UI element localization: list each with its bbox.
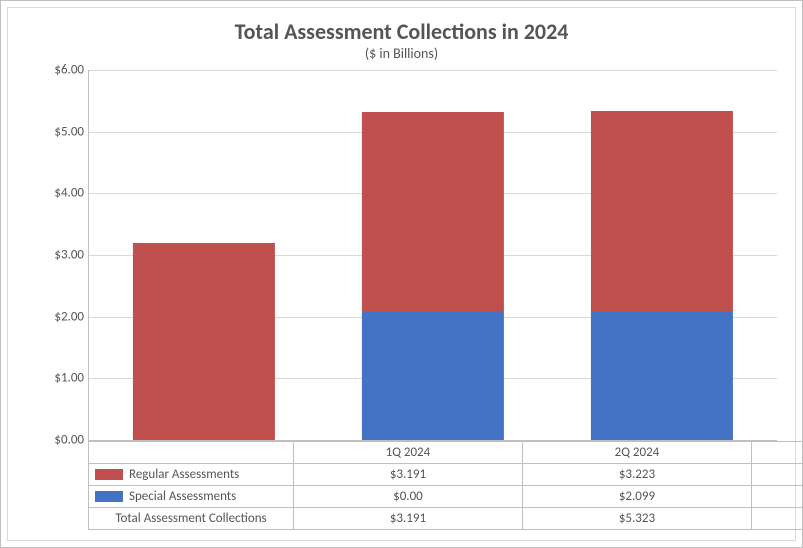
table-header-cell: 3Q 2024 <box>751 442 803 464</box>
chart-title: Total Assessment Collections in 2024 <box>26 18 777 45</box>
y-tick-label: $1.00 <box>54 371 84 386</box>
legend-label: Special Assessments <box>129 489 236 504</box>
table-value-cell: $3.240 <box>751 464 803 486</box>
legend-swatch <box>95 469 123 480</box>
chart-card: Total Assessment Collections in 2024 ($ … <box>7 7 796 541</box>
bar-segment <box>362 311 504 440</box>
table-total-cell: $5.323 <box>522 508 751 530</box>
y-tick-label: $5.00 <box>54 124 84 139</box>
bar-segment <box>591 111 733 311</box>
legend-cell: Special Assessments <box>89 486 294 508</box>
legend-label: Regular Assessments <box>129 467 239 482</box>
stacked-bar <box>362 112 504 440</box>
table-header-blank <box>89 442 294 464</box>
y-tick-label: $6.00 <box>54 63 84 78</box>
legend-total-label: Total Assessment Collections <box>89 508 294 530</box>
table-header-cell: 1Q 2024 <box>293 442 522 464</box>
bar-segment <box>362 112 504 311</box>
table-value-cell: $3.191 <box>293 464 522 486</box>
table-header-cell: 2Q 2024 <box>522 442 751 464</box>
bar-segment <box>591 311 733 440</box>
table-total-cell: $3.191 <box>293 508 522 530</box>
legend-cell: Regular Assessments <box>89 464 294 486</box>
bar-segment <box>133 243 275 440</box>
chart-outer-border: Total Assessment Collections in 2024 ($ … <box>0 0 803 548</box>
bar-cell <box>318 70 547 440</box>
chart-area: $0.00$1.00$2.00$3.00$4.00$5.00$6.00 <box>26 70 777 441</box>
chart-subtitle: ($ in Billions) <box>26 45 777 62</box>
table-value-cell: $0.00 <box>293 486 522 508</box>
plot-area <box>88 70 777 441</box>
table-value-cell: $3.223 <box>522 464 751 486</box>
bar-cell <box>548 70 777 440</box>
table-value-cell: $2.100 <box>751 486 803 508</box>
table-header-row: 1Q 20242Q 20243Q 2024 <box>89 442 803 464</box>
table-total-row: Total Assessment Collections$3.191$5.323… <box>89 508 803 530</box>
bars-container <box>89 70 777 440</box>
bar-cell <box>89 70 318 440</box>
y-tick-label: $4.00 <box>54 186 84 201</box>
y-axis: $0.00$1.00$2.00$3.00$4.00$5.00$6.00 <box>26 70 88 441</box>
y-tick-label: $3.00 <box>54 248 84 263</box>
legend-swatch <box>95 491 123 502</box>
stacked-bar <box>591 111 733 440</box>
data-table: 1Q 20242Q 20243Q 2024Regular Assessments… <box>88 441 803 530</box>
stacked-bar <box>133 243 275 440</box>
table-row: Regular Assessments $3.191$3.223$3.240 <box>89 464 803 486</box>
y-tick-label: $2.00 <box>54 309 84 324</box>
y-tick-label: $0.00 <box>54 433 84 448</box>
table-row: Special Assessments $0.00$2.099$2.100 <box>89 486 803 508</box>
table-total-cell: $5.340 <box>751 508 803 530</box>
table-value-cell: $2.099 <box>522 486 751 508</box>
